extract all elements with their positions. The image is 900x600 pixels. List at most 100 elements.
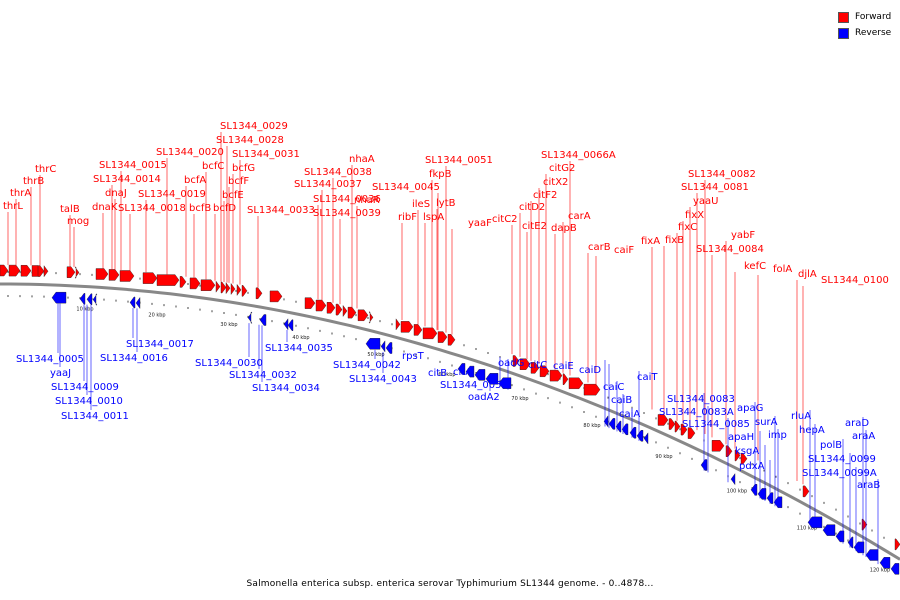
forward-gene-block (200, 279, 216, 291)
reverse-gene-label: SL1344_0010 (55, 396, 123, 407)
forward-gene-label: citE2 (522, 221, 547, 232)
reverse-gene-label: SL1344_0055 (440, 380, 508, 391)
forward-gene-label: thrL (3, 201, 23, 212)
forward-gene-block (142, 272, 158, 284)
forward-gene-block (802, 485, 810, 498)
forward-gene-block (179, 276, 187, 288)
forward-gene-label: SL1344_0019 (138, 189, 206, 200)
scale-label: 40 kbp (292, 335, 309, 341)
reverse-gene-label: caiA (619, 409, 640, 420)
forward-gene-block (530, 362, 540, 374)
forward-gene-block (422, 327, 438, 340)
reverse-gene-block (135, 296, 141, 310)
forward-gene-label: SL1344_0051 (425, 155, 493, 166)
forward-gene-label: SL1344_0018 (118, 203, 186, 214)
scale-label: 80 kbp (583, 423, 600, 429)
scale-label: 60 kbp (438, 372, 455, 378)
forward-gene-label: nhaA (349, 154, 375, 165)
reverse-gene-block (750, 484, 758, 496)
reverse-gene-label: rluA (791, 411, 811, 422)
forward-gene-block (255, 287, 263, 300)
forward-gene-block (156, 274, 180, 286)
forward-gene-label: SL1344_0038 (304, 167, 372, 178)
forward-gene-label: SL1344_0029 (220, 121, 288, 132)
reverse-gene-label: SL1344_0042 (333, 360, 401, 371)
forward-gene-block (95, 268, 109, 280)
forward-gene-block (20, 265, 32, 277)
reverse-gene-label: SL1344_0005 (16, 354, 84, 365)
reverse-gene-block (86, 293, 93, 305)
forward-gene-block (236, 283, 242, 297)
reverse-gene-label: apaH (728, 432, 754, 443)
reverse-gene-block (615, 420, 622, 433)
forward-gene-block (740, 453, 748, 465)
reverse-gene-label: araD (845, 418, 869, 429)
reverse-gene-block (608, 418, 616, 430)
forward-gene-label: citC2 (492, 214, 518, 225)
forward-swatch (838, 11, 849, 23)
reverse-gene-label: SL1344_0043 (349, 374, 417, 385)
forward-gene-block (335, 303, 343, 316)
reverse-gene-label: SL1344_0035 (265, 343, 333, 354)
reverse-gene-block (853, 541, 865, 554)
legend-forward-label: Forward (855, 12, 892, 22)
forward-gene-label: dnaJ (105, 188, 127, 199)
forward-gene-label: citX2 (543, 177, 568, 188)
forward-gene-block (668, 418, 676, 430)
reverse-gene-label: SL1344_0030 (195, 358, 263, 369)
forward-gene-label: thrA (10, 188, 31, 199)
forward-gene-label: carB (588, 242, 611, 253)
forward-gene-block (189, 277, 201, 290)
forward-gene-label: bcfG (232, 163, 255, 174)
forward-gene-block (37, 265, 45, 277)
forward-gene-label: fkpB (429, 169, 452, 180)
reverse-gene-block (890, 563, 900, 575)
forward-gene-label: SL1344_0033 (247, 205, 315, 216)
forward-gene-block (326, 302, 336, 314)
forward-gene-block (687, 427, 696, 439)
forward-gene-label: carA (568, 211, 591, 222)
reverse-gene-block (365, 338, 381, 350)
reverse-gene-label: SL1344_0083 (667, 394, 735, 405)
forward-gene-block (512, 355, 520, 367)
reverse-gene-block (865, 549, 879, 561)
forward-gene-block (725, 445, 733, 457)
reverse-gene-label: SL1344_0099A (802, 468, 877, 479)
reverse-gene-block (835, 530, 845, 543)
forward-gene-block (447, 334, 456, 346)
forward-gene-block (74, 266, 80, 279)
forward-gene-label: citD2 (519, 202, 545, 213)
reverse-gene-block (287, 319, 294, 331)
forward-gene-block (0, 264, 9, 277)
forward-gene-block (315, 299, 327, 312)
forward-gene-block (368, 311, 374, 324)
reverse-gene-block (485, 373, 499, 385)
legend: Forward Reverse (838, 9, 891, 41)
reverse-gene-label: caiT (637, 372, 658, 383)
forward-gene-label: yaaU (693, 196, 719, 207)
scale-label: 50 kbp (367, 352, 384, 358)
forward-gene-block (66, 266, 76, 278)
reverse-gene-label: rpsT (402, 351, 425, 362)
reverse-gene-block (629, 427, 637, 439)
forward-gene-block (400, 321, 414, 333)
reverse-gene-label: SL1344_0009 (51, 382, 119, 393)
forward-gene-label: SL1344_0020 (156, 147, 224, 158)
forward-gene-block (437, 331, 448, 343)
forward-gene-label: fixB (665, 235, 684, 246)
forward-gene-block (519, 358, 531, 370)
scale-label: 110 kbp (797, 525, 817, 531)
reverse-gene-label: yaaJ (50, 368, 71, 379)
reverse-gene-label: caiE (553, 361, 574, 372)
forward-gene-label: SL1344_0039 (313, 208, 381, 219)
forward-gene-label: folA (773, 264, 792, 275)
reverse-swatch (838, 27, 849, 39)
forward-gene-block (220, 281, 227, 294)
legend-reverse-label: Reverse (855, 28, 892, 38)
forward-gene-block (342, 304, 348, 318)
reverse-gene-label: araB (857, 480, 880, 491)
forward-gene-block (568, 377, 584, 390)
reverse-gene-label: caiD (579, 365, 601, 376)
reverse-gene-label: SL1344_0017 (126, 339, 194, 350)
